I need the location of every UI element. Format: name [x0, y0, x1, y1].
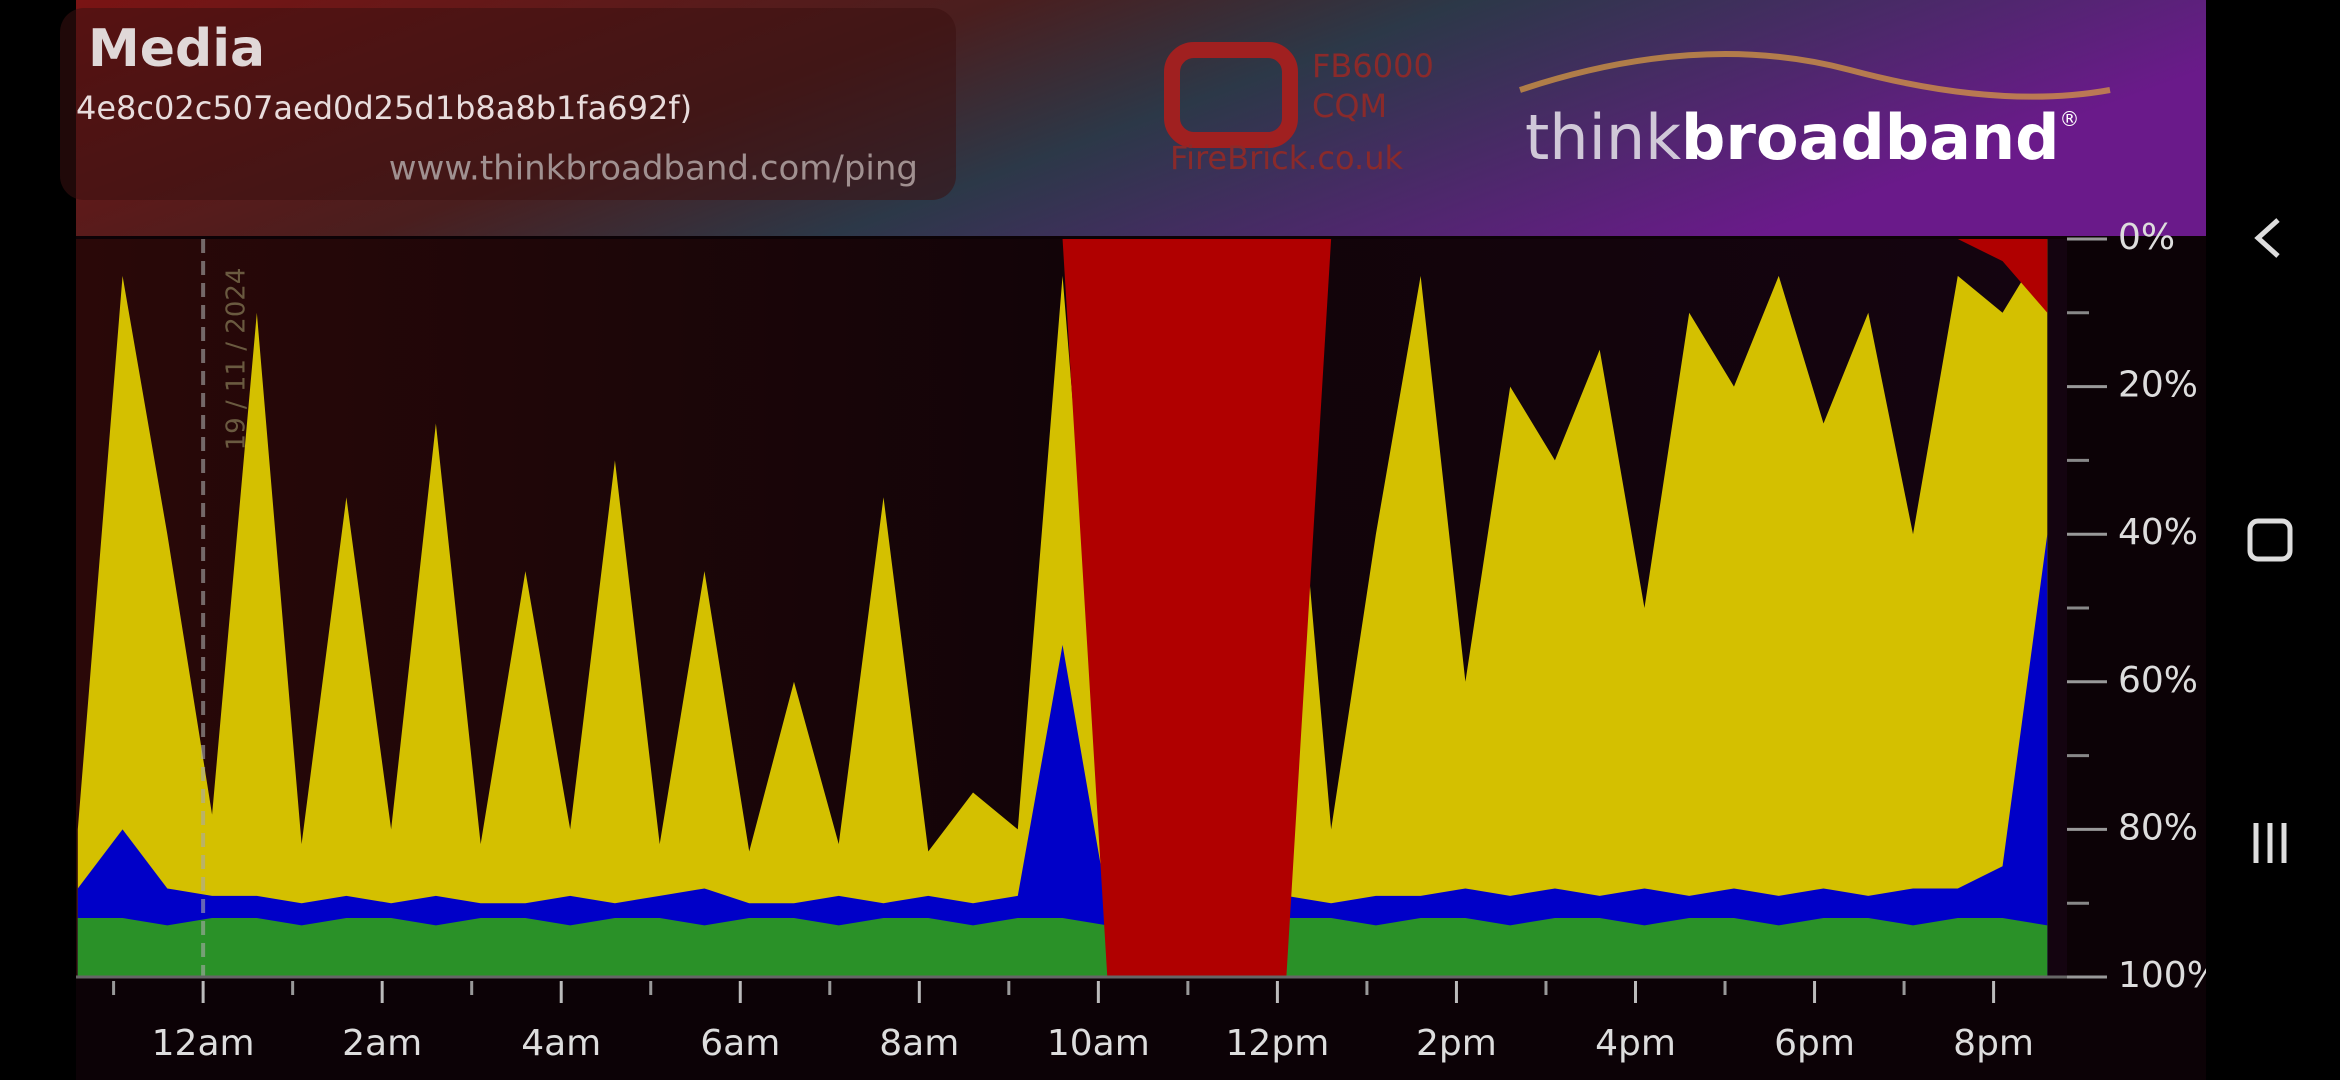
- brand-mark: ®: [2060, 107, 2080, 131]
- nav-home[interactable]: [2247, 518, 2293, 562]
- area-series: [77, 534, 2048, 977]
- logo-site: FireBrick.co.uk: [1170, 139, 1403, 177]
- brand-bold: broadband: [1681, 101, 2060, 174]
- y-tick-label: 80%: [2118, 807, 2198, 848]
- logo-model: FB6000: [1312, 47, 1434, 85]
- y-tick-label: 0%: [2118, 217, 2175, 258]
- nav-back[interactable]: [2254, 218, 2280, 258]
- title-box: [60, 8, 956, 200]
- y-tick-label: 40%: [2118, 512, 2198, 553]
- x-tick-label: 4pm: [1595, 1023, 1676, 1064]
- brand-light: think: [1525, 101, 1681, 174]
- brand: thinkbroadband®: [1525, 101, 2080, 174]
- subtitle: 4e8c02c507aed0d25d1b8a8b1fa692f): [76, 89, 692, 127]
- screen-edge: [2206, 0, 2340, 1080]
- x-tick-label: 8pm: [1953, 1023, 2034, 1064]
- title: Media: [88, 19, 265, 79]
- x-tick-label: 10am: [1047, 1023, 1150, 1064]
- x-tick-label: 12am: [152, 1023, 255, 1064]
- x-tick-label: 6am: [700, 1023, 780, 1064]
- y-tick-label: 100%: [2118, 955, 2221, 996]
- logo-product: CQM: [1312, 87, 1387, 125]
- x-tick-label: 4am: [521, 1023, 601, 1064]
- x-tick-label: 2pm: [1416, 1023, 1497, 1064]
- area-series: [77, 917, 2048, 977]
- x-tick-label: 12pm: [1226, 1023, 1330, 1064]
- x-tick-label: 6pm: [1774, 1023, 1855, 1064]
- firebrick-logo: [1164, 42, 1298, 148]
- nav-recents[interactable]: [2253, 823, 2287, 863]
- area-series: [77, 239, 2048, 977]
- x-tick-label: 8am: [879, 1023, 959, 1064]
- brand-swirl: [1519, 51, 2111, 100]
- y-tick-label: 20%: [2118, 365, 2198, 406]
- url: www.thinkbroadband.com/ping: [389, 149, 918, 189]
- y-tick-label: 60%: [2118, 660, 2198, 701]
- x-tick-label: 2am: [342, 1023, 422, 1064]
- date-label: 19 / 11 / 2024: [222, 268, 252, 451]
